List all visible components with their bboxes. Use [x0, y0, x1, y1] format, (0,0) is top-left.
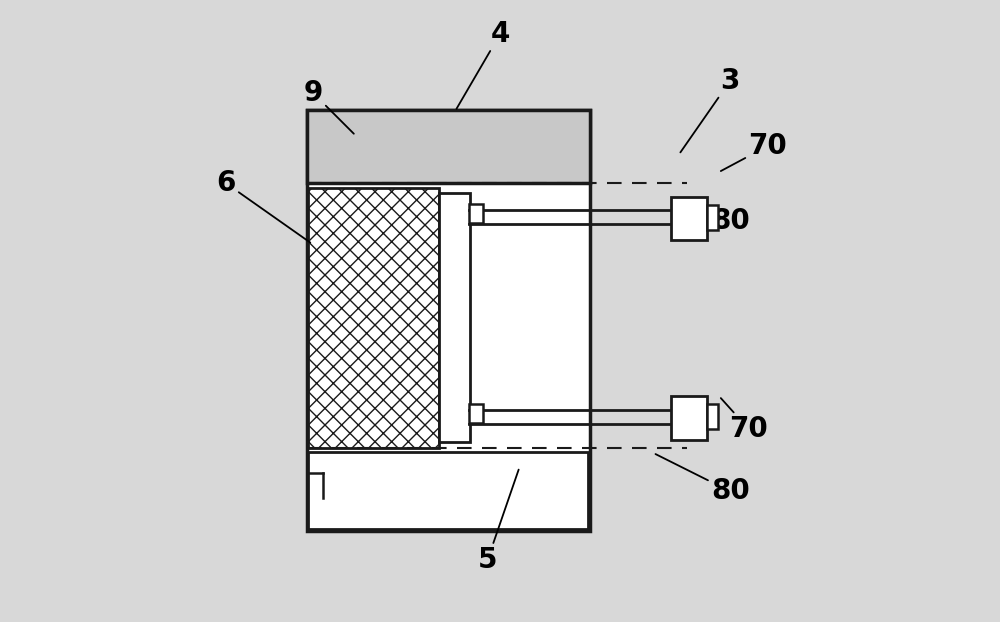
- Text: 70: 70: [721, 132, 787, 171]
- Text: 70: 70: [721, 398, 768, 443]
- Bar: [671, 197, 707, 240]
- Bar: [707, 205, 718, 230]
- Text: 80: 80: [656, 454, 750, 506]
- Bar: [707, 404, 718, 429]
- Bar: [469, 204, 483, 223]
- Bar: [307, 110, 590, 531]
- Bar: [308, 188, 439, 448]
- Bar: [439, 193, 470, 442]
- Bar: [469, 404, 483, 423]
- Text: 5: 5: [478, 470, 519, 574]
- Text: 3: 3: [680, 67, 740, 152]
- Bar: [307, 110, 590, 183]
- Text: 9: 9: [304, 79, 354, 134]
- Text: 4: 4: [456, 20, 510, 109]
- Text: 6: 6: [217, 169, 310, 243]
- Text: 80: 80: [680, 207, 750, 235]
- Bar: [308, 452, 588, 529]
- Bar: [671, 396, 707, 440]
